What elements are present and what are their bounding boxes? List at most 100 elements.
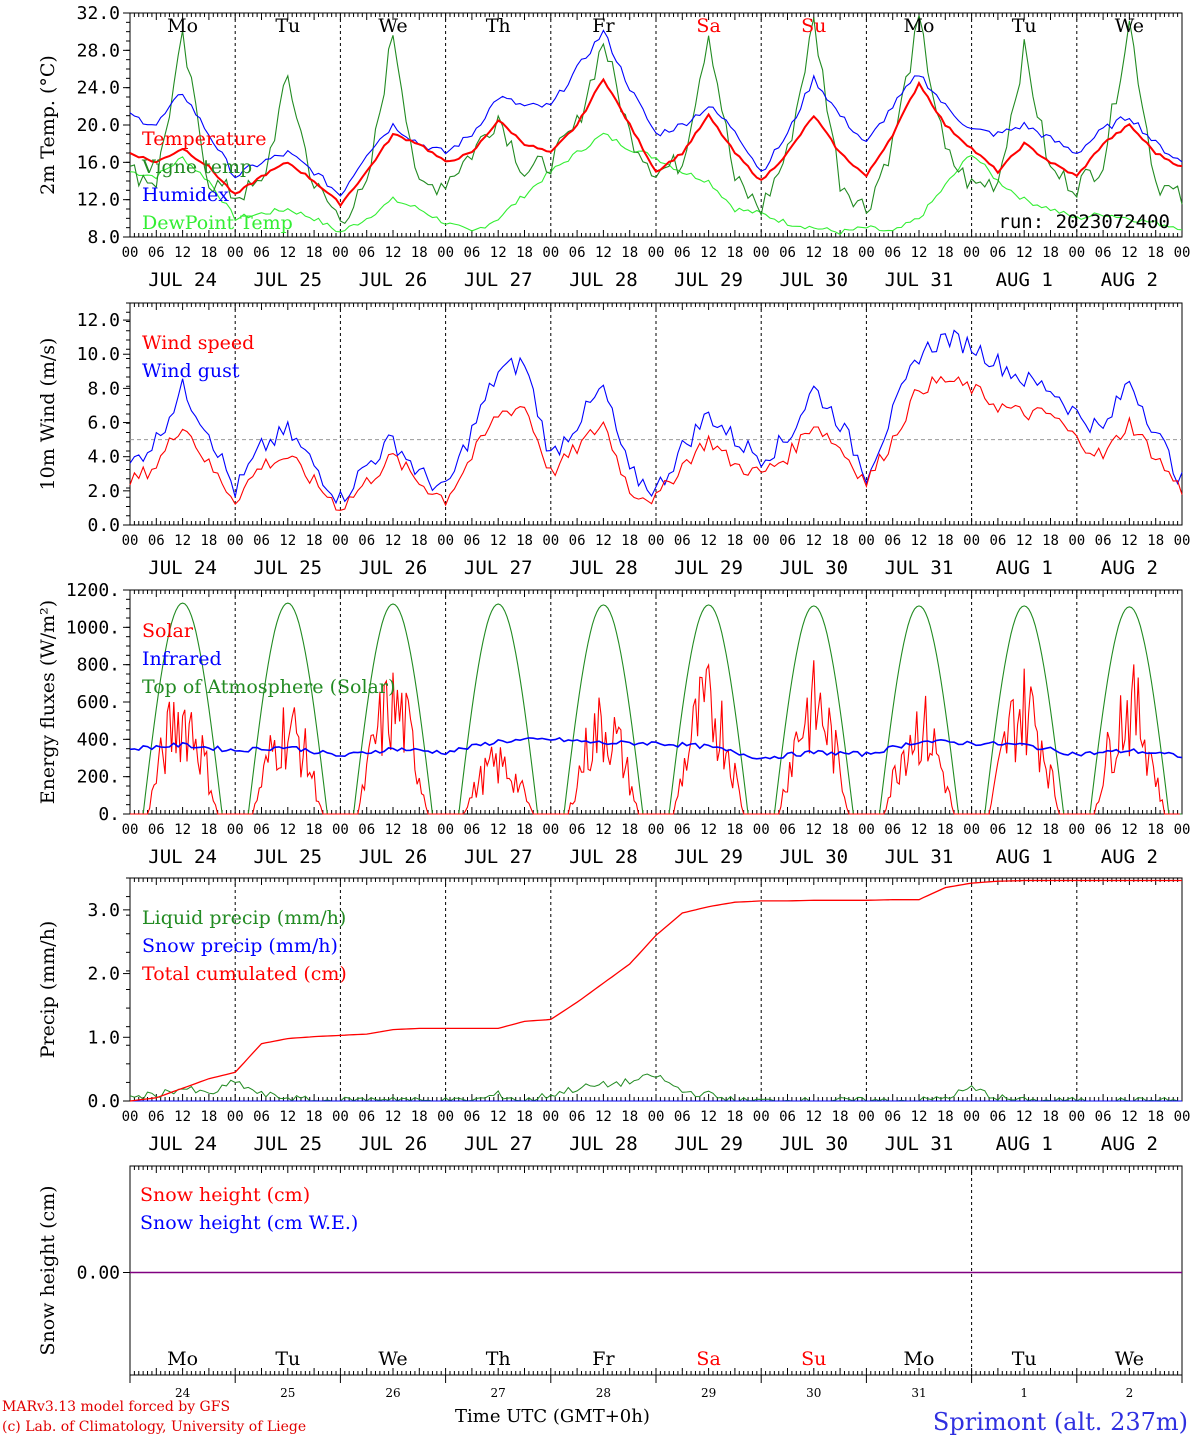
hour-label: 12 <box>174 245 191 261</box>
hour-label: 00 <box>1174 533 1191 549</box>
date-label: JUL 24 <box>148 269 217 291</box>
y-tick-label: 1.0 <box>87 1027 120 1048</box>
hour-label: 18 <box>306 822 323 838</box>
hour-label: 00 <box>332 822 349 838</box>
day-number-label: 24 <box>175 1386 191 1400</box>
weekday-label: Mo <box>167 1348 198 1370</box>
hour-label: 18 <box>1042 1109 1059 1125</box>
hour-label: 00 <box>437 1109 454 1125</box>
y-tick-label: 0. <box>98 804 120 825</box>
y-tick-label: 800. <box>77 655 120 676</box>
day-number-label: 2 <box>1126 1386 1134 1400</box>
date-label: JUL 26 <box>359 846 428 868</box>
hour-label: 18 <box>411 533 428 549</box>
weekday-label: Th <box>486 15 511 37</box>
hour-label: 00 <box>963 822 980 838</box>
hour-label: 06 <box>463 245 480 261</box>
time-axis-label: Time UTC (GMT+0h) <box>455 1406 650 1427</box>
date-label: AUG 2 <box>1101 557 1158 579</box>
hour-label: 06 <box>674 245 691 261</box>
hour-label: 12 <box>700 533 717 549</box>
hour-label: 12 <box>700 822 717 838</box>
weekday-label: We <box>1115 1348 1144 1370</box>
series-total-cumulated <box>129 879 1182 1102</box>
date-label: JUL 28 <box>569 1133 638 1155</box>
hour-label: 18 <box>306 245 323 261</box>
hour-label: 06 <box>253 822 270 838</box>
hour-label: 06 <box>884 1109 901 1125</box>
hour-label: 06 <box>358 1109 375 1125</box>
hour-label: 06 <box>569 822 586 838</box>
y-tick-label: 2.0 <box>87 481 120 502</box>
date-label: JUL 30 <box>779 846 848 868</box>
hour-label: 00 <box>648 533 665 549</box>
legend-entry: Humidex <box>142 184 229 206</box>
hour-label: 00 <box>1174 822 1191 838</box>
date-label: JUL 30 <box>779 269 848 291</box>
y-tick-label: 2.0 <box>87 964 120 985</box>
weekday-label: Tu <box>275 15 300 37</box>
day-number-label: 26 <box>385 1386 400 1400</box>
hour-label: 12 <box>174 533 191 549</box>
legend-entry: Temperature <box>142 128 266 150</box>
hour-label: 12 <box>279 1109 296 1125</box>
date-label: AUG 1 <box>996 1133 1053 1155</box>
date-label: AUG 1 <box>996 269 1053 291</box>
hour-label: 12 <box>385 822 402 838</box>
y-tick-label: 1000. <box>66 617 120 638</box>
weekday-label: Tu <box>1012 1348 1037 1370</box>
y-tick-label: 16.0 <box>77 152 120 173</box>
date-label: JUL 28 <box>569 557 638 579</box>
hour-label: 06 <box>253 1109 270 1125</box>
hour-label: 18 <box>937 822 954 838</box>
hour-label: 18 <box>1147 1109 1164 1125</box>
hour-label: 06 <box>148 1109 165 1125</box>
hour-label: 12 <box>385 245 402 261</box>
hour-label: 18 <box>621 533 638 549</box>
lab-credit: (c) Lab. of Climatology, University of L… <box>2 1419 307 1435</box>
date-label: JUL 26 <box>359 1133 428 1155</box>
hour-label: 12 <box>805 533 822 549</box>
date-label: JUL 31 <box>885 557 954 579</box>
hour-label: 06 <box>989 533 1006 549</box>
hour-label: 18 <box>726 1109 743 1125</box>
panel-2: 10m Wind (m/s) 0.0 2.0 4.0 6.0 8.0 10.0 12.0 00 0… <box>37 302 1191 579</box>
date-label: JUL 24 <box>148 1133 217 1155</box>
series-dewpoint-temp <box>129 132 1183 236</box>
run-label: run: 2023072400 <box>998 211 1170 233</box>
hour-label: 00 <box>542 533 559 549</box>
hour-label: 12 <box>1016 245 1033 261</box>
day-number-label: 30 <box>806 1386 821 1400</box>
hour-label: 18 <box>411 822 428 838</box>
hour-label: 00 <box>858 245 875 261</box>
hour-label: 18 <box>516 822 533 838</box>
weekday-label: Su <box>801 1348 826 1370</box>
date-label: JUL 24 <box>148 846 217 868</box>
hour-label: 06 <box>569 1109 586 1125</box>
weekday-label: Tu <box>275 1348 300 1370</box>
hour-label: 06 <box>569 245 586 261</box>
date-label: AUG 2 <box>1101 1133 1158 1155</box>
hour-label: 06 <box>779 533 796 549</box>
hour-label: 18 <box>1147 245 1164 261</box>
hour-label: 18 <box>621 245 638 261</box>
hour-label: 06 <box>674 1109 691 1125</box>
hour-label: 12 <box>595 245 612 261</box>
hour-label: 06 <box>989 1109 1006 1125</box>
date-label: AUG 1 <box>996 557 1053 579</box>
hour-label: 06 <box>148 245 165 261</box>
hour-label: 00 <box>1174 1109 1191 1125</box>
y-tick-label: 10.0 <box>77 344 120 365</box>
legend-entry: Infrared <box>142 648 222 670</box>
hour-label: 00 <box>332 1109 349 1125</box>
hour-label: 06 <box>779 822 796 838</box>
hour-label: 00 <box>753 533 770 549</box>
panel-3: Energy fluxes (W/m²) 0. 200. 400. 600. 800. 10… <box>37 580 1190 868</box>
hour-label: 00 <box>648 245 665 261</box>
hour-label: 00 <box>332 245 349 261</box>
hour-label: 18 <box>306 533 323 549</box>
hour-label: 18 <box>1042 822 1059 838</box>
date-label: JUL 25 <box>253 1133 322 1155</box>
hour-label: 12 <box>911 245 928 261</box>
hour-label: 00 <box>332 533 349 549</box>
